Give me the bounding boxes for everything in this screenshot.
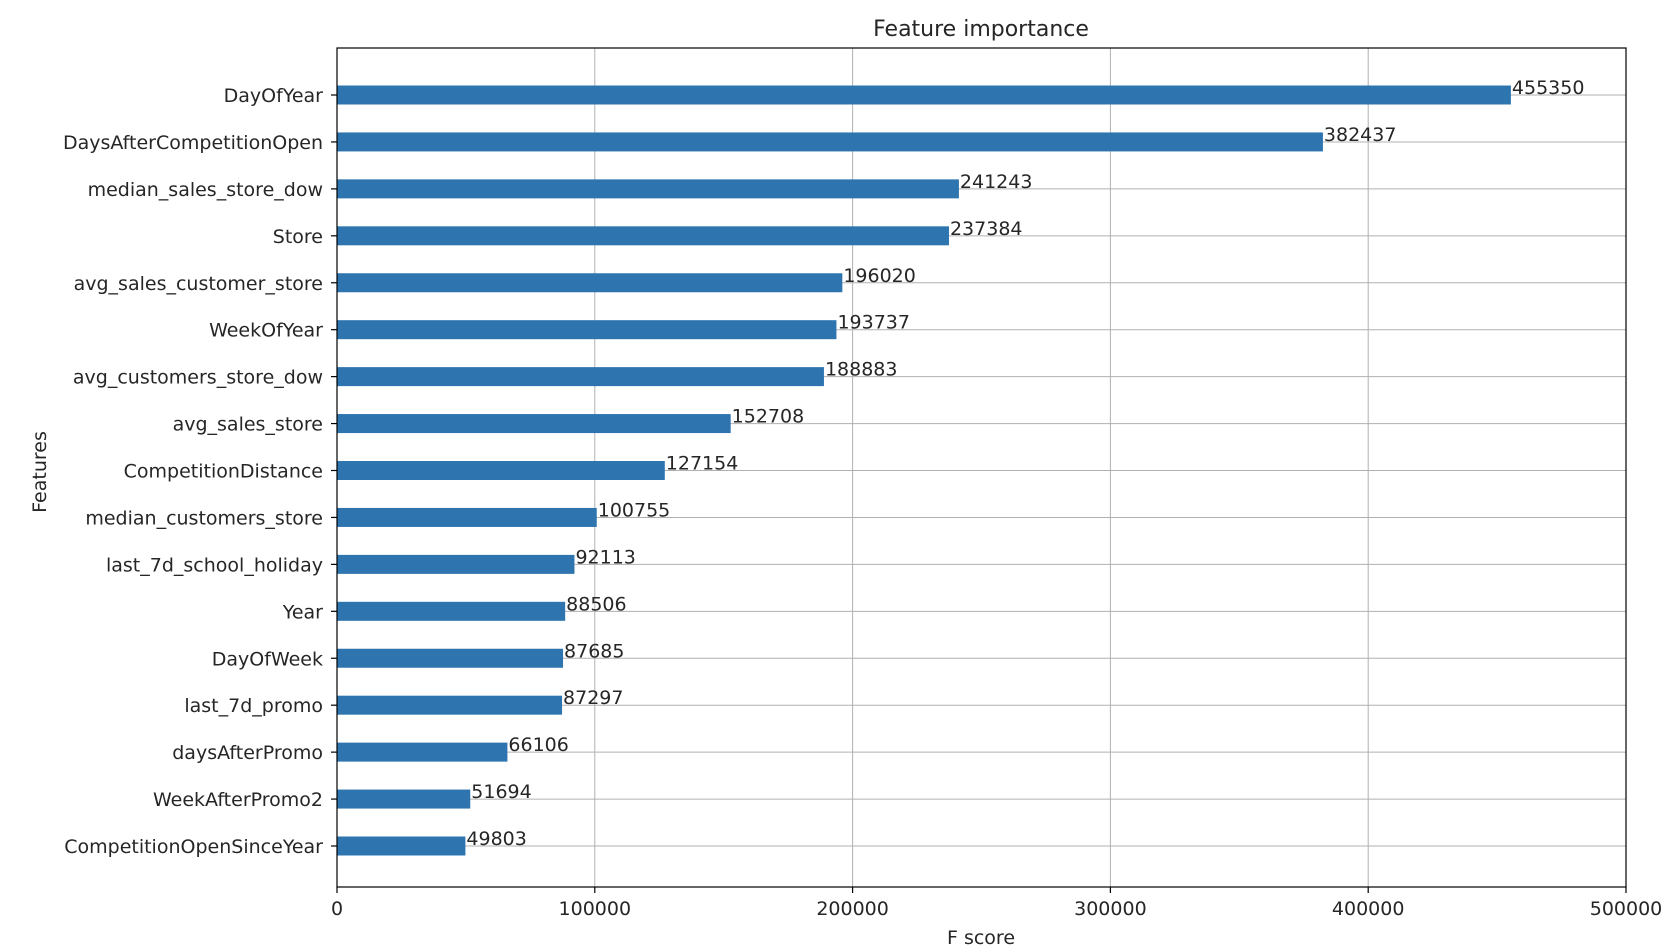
chart-title: Feature importance — [873, 17, 1089, 42]
bar-value-label: 100755 — [598, 499, 671, 521]
bar — [337, 132, 1323, 152]
bar-value-label: 51694 — [471, 781, 531, 803]
y-tick-label: CompetitionDistance — [124, 461, 323, 483]
bar — [337, 320, 837, 340]
bar — [337, 507, 597, 527]
y-axis-label: Features — [29, 431, 51, 513]
x-tick-label: 400000 — [1332, 898, 1405, 920]
bar — [337, 85, 1511, 105]
bar-value-label: 87297 — [563, 687, 623, 709]
y-tick-label: avg_sales_customer_store — [74, 273, 323, 295]
axis-ticks: 0 100000 200000 300000 400000 500000 DayOfYear… — [63, 85, 1662, 920]
x-tick-label: 200000 — [816, 898, 889, 920]
y-tick-label: avg_customers_store_dow — [73, 367, 323, 389]
y-tick-label: daysAfterPromo — [172, 742, 323, 764]
y-tick-label: DayOfYear — [224, 85, 324, 107]
bar-value-label: 193737 — [837, 312, 910, 334]
bar-value-label: 152708 — [732, 406, 805, 428]
bars — [337, 85, 1511, 856]
bar — [337, 273, 843, 293]
bar — [337, 695, 563, 715]
value-labels: 455350 382437 241243 237384 196020 193737 1888… — [466, 77, 1584, 850]
y-tick-label: last_7d_promo — [184, 695, 323, 717]
bar-value-label: 237384 — [950, 218, 1023, 240]
bar — [337, 742, 508, 762]
bar — [337, 648, 564, 668]
bar-value-label: 88506 — [566, 593, 626, 615]
x-axis-label: F score — [947, 927, 1015, 949]
x-tick-label: 0 — [331, 898, 343, 920]
bar-value-label: 92113 — [575, 546, 635, 568]
y-tick-label: DayOfWeek — [212, 648, 323, 670]
bar-value-label: 127154 — [666, 453, 739, 475]
bar-value-label: 382437 — [1324, 124, 1397, 146]
bar — [337, 226, 949, 246]
y-tick-label: WeekAfterPromo2 — [153, 789, 323, 811]
y-tick-label: WeekOfYear — [209, 320, 323, 342]
y-tick-label: Year — [282, 601, 323, 623]
y-tick-label: Store — [273, 226, 323, 248]
y-tick-label: CompetitionOpenSinceYear — [64, 836, 323, 858]
bar-value-label: 196020 — [843, 265, 916, 287]
y-tick-label: last_7d_school_holiday — [106, 554, 323, 576]
bar-value-label: 49803 — [466, 828, 526, 850]
bar — [337, 179, 959, 199]
y-tick-label: DaysAfterCompetitionOpen — [63, 132, 323, 154]
y-tick-label: median_customers_store — [85, 507, 323, 529]
x-tick-label: 300000 — [1074, 898, 1147, 920]
x-tick-label: 100000 — [559, 898, 632, 920]
bar — [337, 461, 665, 480]
bar-value-label: 188883 — [825, 359, 898, 381]
bar-value-label: 66106 — [508, 734, 568, 756]
bar — [337, 414, 731, 434]
bar — [337, 554, 575, 574]
plot-frame — [336, 47, 1627, 888]
y-tick-label: avg_sales_store — [173, 414, 323, 436]
bar-value-label: 455350 — [1512, 77, 1585, 99]
bar — [337, 789, 471, 809]
bar — [337, 601, 566, 621]
bar — [337, 367, 824, 387]
bar — [337, 836, 466, 856]
x-tick-label: 500000 — [1590, 898, 1663, 920]
y-tick-label: median_sales_store_dow — [88, 179, 323, 201]
bar-value-label: 87685 — [564, 640, 624, 662]
bar-value-label: 241243 — [960, 171, 1033, 193]
